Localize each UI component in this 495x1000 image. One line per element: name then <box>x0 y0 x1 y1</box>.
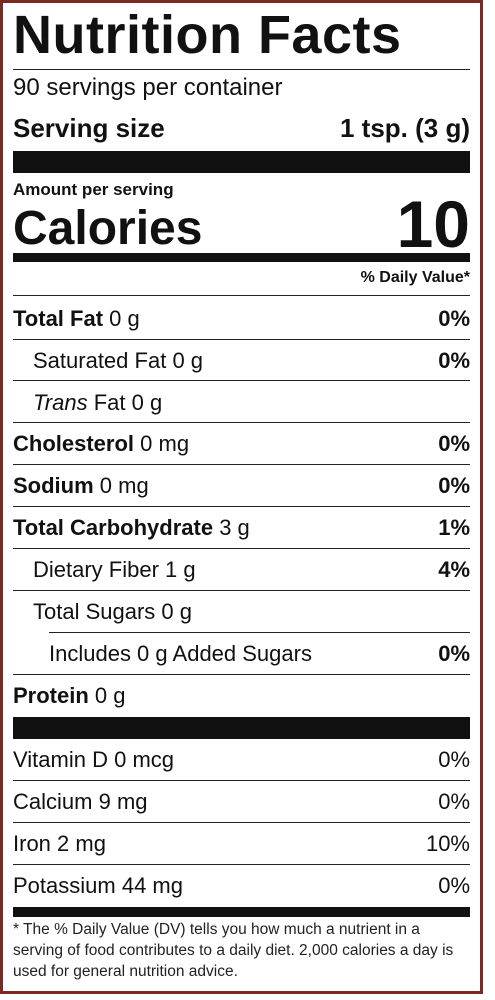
nutrient-row-saturated-fat: Saturated Fat 0 g 0% <box>13 341 470 381</box>
serving-size-value: 1 tsp. (3 g) <box>339 113 470 143</box>
divider <box>13 380 470 381</box>
divider <box>13 339 470 340</box>
divider <box>13 464 470 465</box>
nutrient-dv: 4% <box>438 557 470 582</box>
nutrient-name: Trans <box>33 390 88 415</box>
nutrient-name: Cholesterol <box>13 431 135 456</box>
vitamin-row-iron: Iron 2 mg 10% <box>13 824 470 864</box>
nutrient-name-suffix: Fat <box>93 390 126 415</box>
nutrient-name: Sodium <box>13 473 94 498</box>
divider <box>13 822 470 823</box>
vitamin-name: Vitamin D <box>13 747 108 772</box>
servings-per-container: 90 servings per container <box>13 74 283 101</box>
vitamin-name: Calcium <box>13 789 93 814</box>
nutrient-dv: 1% <box>438 515 470 540</box>
amount-per-serving: Amount per serving <box>13 180 174 199</box>
nutrient-name: Total Carbohydrate <box>13 515 214 540</box>
nutrient-row-total-carbohydrate: Total Carbohydrate 3 g 1% <box>13 508 470 548</box>
vitamin-row-calcium: Calcium 9 mg 0% <box>13 782 470 822</box>
nutrient-amount: 0 g <box>94 683 126 708</box>
serving-size-row: Serving size 1 tsp. (3 g) <box>13 111 470 145</box>
divider <box>13 422 470 423</box>
nutrient-dv: 0% <box>438 641 470 666</box>
nutrient-name: Includes 0 g Added Sugars <box>49 641 312 666</box>
label-title: Nutrition Facts <box>13 5 402 65</box>
daily-value-footnote: * The % Daily Value (DV) tells you how m… <box>13 921 454 980</box>
nutrient-amount: 0 g <box>161 599 193 624</box>
nutrient-amount: 0 mg <box>140 431 190 456</box>
nutrient-dv: 0% <box>438 306 470 331</box>
divider <box>13 295 470 296</box>
nutrient-row-dietary-fiber: Dietary Fiber 1 g 4% <box>13 550 470 590</box>
divider <box>49 632 470 633</box>
vitamin-name: Potassium <box>13 873 116 898</box>
nutrient-row-protein: Protein 0 g <box>13 676 470 716</box>
vitamin-dv: 10% <box>425 831 470 856</box>
daily-value-header: % Daily Value* <box>360 269 470 286</box>
nutrient-amount: 0 mg <box>99 473 149 498</box>
thick-divider <box>13 151 470 173</box>
vitamin-row-vitamin-d: Vitamin D 0 mcg 0% <box>13 740 470 780</box>
nutrient-amount: 0 g <box>172 348 204 373</box>
nutrient-amount: 1 g <box>165 557 196 582</box>
divider <box>13 590 470 591</box>
nutrient-dv: 0% <box>438 431 470 456</box>
divider <box>13 548 470 549</box>
nutrient-amount: 0 g <box>131 390 163 415</box>
thick-divider <box>13 717 470 739</box>
nutrient-row-total-fat: Total Fat 0 g 0% <box>13 299 470 339</box>
serving-size-label: Serving size <box>13 113 165 143</box>
nutrient-row-trans-fat: Trans Fat 0 g <box>13 383 470 423</box>
nutrient-dv: 0% <box>438 348 470 373</box>
nutrient-name: Protein <box>13 683 89 708</box>
nutrient-row-cholesterol: Cholesterol 0 mg 0% <box>13 424 470 464</box>
nutrient-amount: 0 g <box>109 306 140 331</box>
nutrient-name: Total Sugars <box>33 599 156 624</box>
vitamin-dv: 0% <box>438 747 470 772</box>
nutrient-row-sodium: Sodium 0 mg 0% <box>13 466 470 506</box>
divider <box>13 506 470 507</box>
nutrient-row-total-sugars: Total Sugars 0 g <box>13 592 470 632</box>
divider <box>13 69 470 70</box>
nutrient-amount: 3 g <box>219 515 250 540</box>
vitamin-amount: 0 mcg <box>114 747 175 772</box>
divider <box>13 674 470 675</box>
medium-divider <box>13 907 470 917</box>
divider <box>13 780 470 781</box>
calories-value: 10 <box>396 187 470 261</box>
medium-divider <box>13 253 470 262</box>
divider <box>13 864 470 865</box>
nutrient-dv: 0% <box>438 473 470 498</box>
vitamin-amount: 44 mg <box>121 873 183 898</box>
calories-label: Calories <box>13 202 203 255</box>
vitamin-dv: 0% <box>438 789 470 814</box>
nutrient-name: Total Fat <box>13 306 104 331</box>
vitamin-name: Iron <box>13 831 51 856</box>
vitamin-row-potassium: Potassium 44 mg 0% <box>13 866 470 906</box>
calories-row: Calories 10 <box>13 191 470 257</box>
nutrient-row-added-sugars: Includes 0 g Added Sugars 0% <box>13 634 470 674</box>
nutrient-name: Saturated Fat <box>33 348 167 373</box>
nutrition-facts-label: Nutrition Facts 90 servings per containe… <box>0 0 483 994</box>
vitamin-dv: 0% <box>438 873 470 898</box>
vitamin-amount: 9 mg <box>98 789 148 814</box>
vitamin-amount: 2 mg <box>57 831 106 856</box>
nutrient-name: Dietary Fiber <box>33 557 159 582</box>
